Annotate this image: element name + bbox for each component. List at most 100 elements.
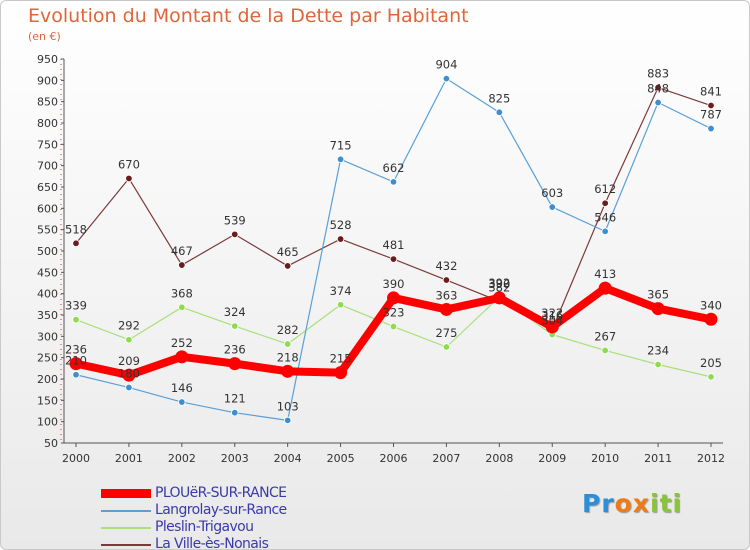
data-point <box>601 346 609 355</box>
proxiti-logo: Proxiti <box>582 489 682 518</box>
data-label: 339 <box>65 299 87 313</box>
legend-swatch <box>101 510 151 512</box>
y-tick-label: 950 <box>37 53 58 66</box>
chart-subtitle: (en €) <box>28 30 61 43</box>
data-point <box>654 83 662 92</box>
data-point <box>389 322 398 331</box>
data-label: 236 <box>224 343 246 357</box>
x-tick-label: 2000 <box>62 452 90 465</box>
data-point <box>598 281 612 295</box>
data-label: 374 <box>330 284 352 298</box>
y-tick-label: 600 <box>37 202 58 215</box>
data-label: 825 <box>488 91 510 105</box>
data-point <box>178 303 186 312</box>
data-label: 787 <box>700 108 722 122</box>
y-tick-label: 700 <box>37 160 58 173</box>
x-tick-label: 2012 <box>697 452 725 465</box>
data-label: 210 <box>65 354 87 368</box>
y-tick-label: 450 <box>37 266 58 279</box>
legend-swatch <box>101 489 151 498</box>
y-tick-label: 400 <box>37 288 58 301</box>
data-label: 390 <box>488 277 510 291</box>
data-label: 252 <box>171 336 193 350</box>
y-tick-label: 300 <box>37 330 58 343</box>
y-tick-label: 350 <box>37 309 58 322</box>
data-label: 340 <box>700 298 722 312</box>
data-label: 368 <box>171 286 193 300</box>
x-tick-label: 2010 <box>591 452 619 465</box>
data-point <box>231 230 239 239</box>
x-tick-label: 2003 <box>221 452 249 465</box>
data-point <box>231 409 239 417</box>
data-label: 234 <box>647 343 669 357</box>
legend-item: Langrolay-sur-Rance <box>101 502 351 519</box>
data-label: 103 <box>277 399 299 413</box>
data-label: 715 <box>330 138 352 152</box>
logo-letter: x <box>632 489 650 518</box>
data-label: 670 <box>118 157 140 171</box>
data-point <box>651 302 665 316</box>
chart-series <box>69 74 718 425</box>
data-point <box>334 366 348 380</box>
data-label: 612 <box>594 182 616 196</box>
data-point <box>442 343 451 351</box>
data-label: 883 <box>647 67 669 81</box>
chart-title: Evolution du Montant de la Dette par Hab… <box>28 5 469 27</box>
x-tick-label: 2008 <box>485 452 513 465</box>
y-tick-label: 800 <box>37 117 58 130</box>
data-label: 662 <box>383 161 405 175</box>
data-label: 121 <box>224 392 246 406</box>
data-label: 316 <box>541 309 563 323</box>
logo-letter: P <box>582 489 602 518</box>
data-label: 467 <box>171 244 193 258</box>
data-label: 413 <box>594 267 616 281</box>
legend-label: Langrolay-sur-Rance <box>155 502 287 518</box>
y-tick-label: 50 <box>44 437 58 450</box>
x-tick-label: 2009 <box>538 452 566 465</box>
data-point <box>283 262 292 270</box>
data-point <box>654 98 662 107</box>
data-point <box>283 340 292 348</box>
data-point <box>178 261 186 269</box>
data-point <box>545 320 559 334</box>
chart-legend: PLOUëR-SUR-RANCE Langrolay-sur-Rance Plesl… <box>101 485 351 550</box>
chart-axes: 50 100 150 200 250 300 350 400 450 500 550 600 650 70… <box>37 53 725 465</box>
legend-item: PLOUëR-SUR-RANCE <box>101 485 351 502</box>
data-label: 365 <box>647 288 669 302</box>
data-label: 481 <box>383 238 405 252</box>
data-label: 180 <box>118 367 140 381</box>
legend-item: La Ville-ès-Nonais <box>101 536 351 550</box>
data-point <box>72 239 80 248</box>
legend-swatch <box>101 527 151 529</box>
chart-point-labels: 518 670 467 539 465 528 481 432 382 316 612 883 841 3… <box>65 58 722 414</box>
data-label: 292 <box>118 319 140 333</box>
data-point <box>336 155 345 163</box>
y-tick-label: 100 <box>37 416 58 429</box>
data-point <box>439 302 453 316</box>
data-label: 282 <box>277 323 299 337</box>
logo-letter: r <box>601 489 615 518</box>
data-point <box>442 74 451 83</box>
data-point <box>283 416 292 425</box>
y-tick-label: 650 <box>37 181 58 194</box>
data-point <box>122 368 136 382</box>
y-tick-label: 750 <box>37 138 58 151</box>
data-point <box>336 301 345 309</box>
data-point <box>707 101 715 110</box>
data-point <box>281 364 295 378</box>
data-label: 322 <box>541 306 563 320</box>
data-label: 205 <box>700 356 722 370</box>
data-label: 904 <box>435 58 457 72</box>
data-label: 392 <box>488 276 510 290</box>
data-point <box>601 199 609 207</box>
data-label: 382 <box>488 280 510 294</box>
data-point <box>707 124 715 133</box>
data-point <box>72 315 80 324</box>
data-point <box>336 235 345 243</box>
legend-label: La Ville-ès-Nonais <box>155 536 269 550</box>
y-tick-label: 550 <box>37 224 58 237</box>
data-point <box>125 383 133 392</box>
data-label: 432 <box>435 259 457 273</box>
logo-letter: i <box>672 489 683 518</box>
